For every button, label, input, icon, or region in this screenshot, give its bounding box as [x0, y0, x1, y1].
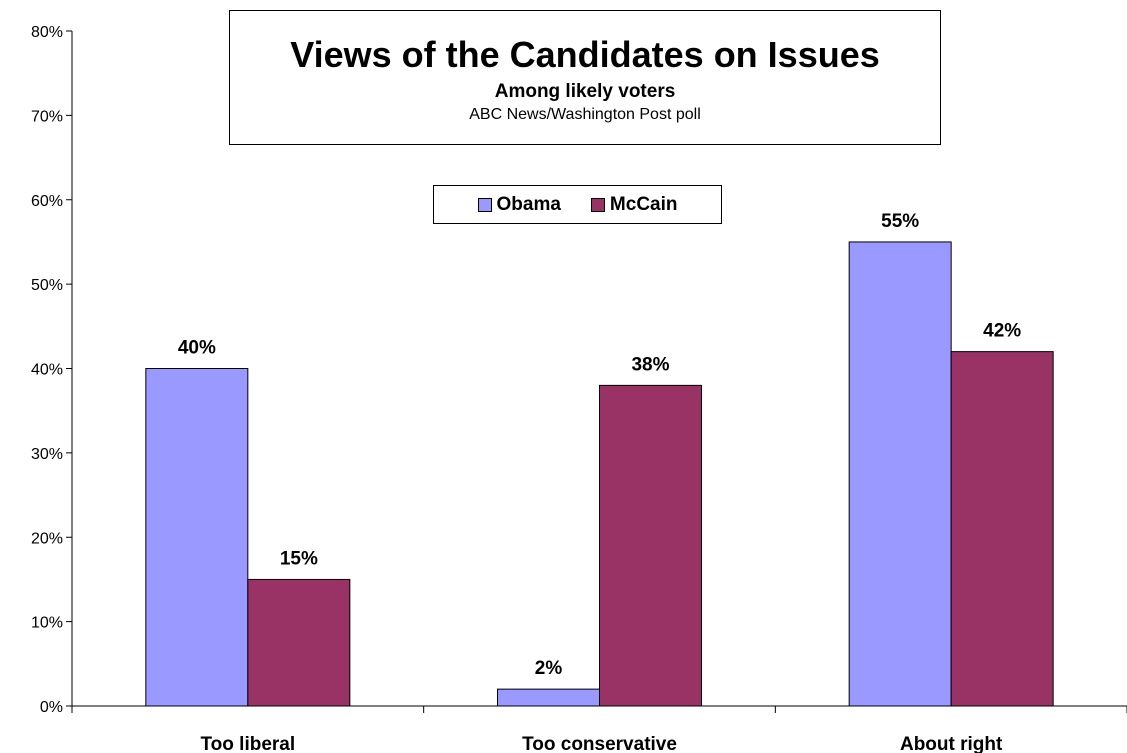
legend-swatch-obama [477, 197, 492, 212]
bar-mccain [599, 384, 702, 707]
bar-obama [145, 368, 249, 707]
bar-obama [848, 241, 952, 707]
y-tick-label: 40% [31, 362, 63, 379]
legend-label-obama: Obama [496, 193, 561, 215]
x-tick-label: About right [900, 734, 1003, 753]
chart-subtitle: Among likely voters [494, 81, 676, 102]
chart-title: Views of the Candidates on Issues [290, 34, 880, 75]
bar-mccain [950, 351, 1054, 707]
legend: Obama McCain [433, 185, 722, 224]
y-tick-label: 0% [40, 699, 63, 716]
legend-item-mccain: McCain [590, 193, 678, 216]
x-tick-label: Too liberal [200, 734, 295, 753]
data-label: 40% [178, 338, 216, 359]
y-tick-label: 20% [31, 530, 63, 547]
legend-swatch-mccain [590, 197, 605, 212]
legend-item-obama: Obama [477, 193, 561, 216]
data-label: 55% [881, 211, 919, 232]
y-tick-label: 80% [31, 24, 63, 41]
chart-source: ABC News/Washington Post poll [469, 106, 701, 123]
y-tick-label: 60% [31, 193, 63, 210]
bar-mccain [247, 578, 351, 707]
data-label: 15% [280, 548, 318, 569]
y-tick-label: 70% [31, 108, 63, 125]
y-tick-label: 50% [31, 277, 63, 294]
y-tick-label: 30% [31, 446, 63, 463]
bars [145, 241, 1054, 707]
bar-obama [497, 688, 600, 707]
labels: Too liberal 40% 15% Too conservative 2% 38% Ab… [178, 211, 1021, 753]
y-tick-label: 10% [31, 615, 63, 632]
title-box: Views of the Candidates on Issues Among … [229, 10, 941, 145]
legend-label-mccain: McCain [609, 193, 678, 215]
data-label: 38% [631, 354, 669, 375]
data-label: 2% [535, 658, 563, 679]
x-tick-label: Too conservative [522, 734, 677, 753]
data-label: 42% [983, 321, 1021, 342]
